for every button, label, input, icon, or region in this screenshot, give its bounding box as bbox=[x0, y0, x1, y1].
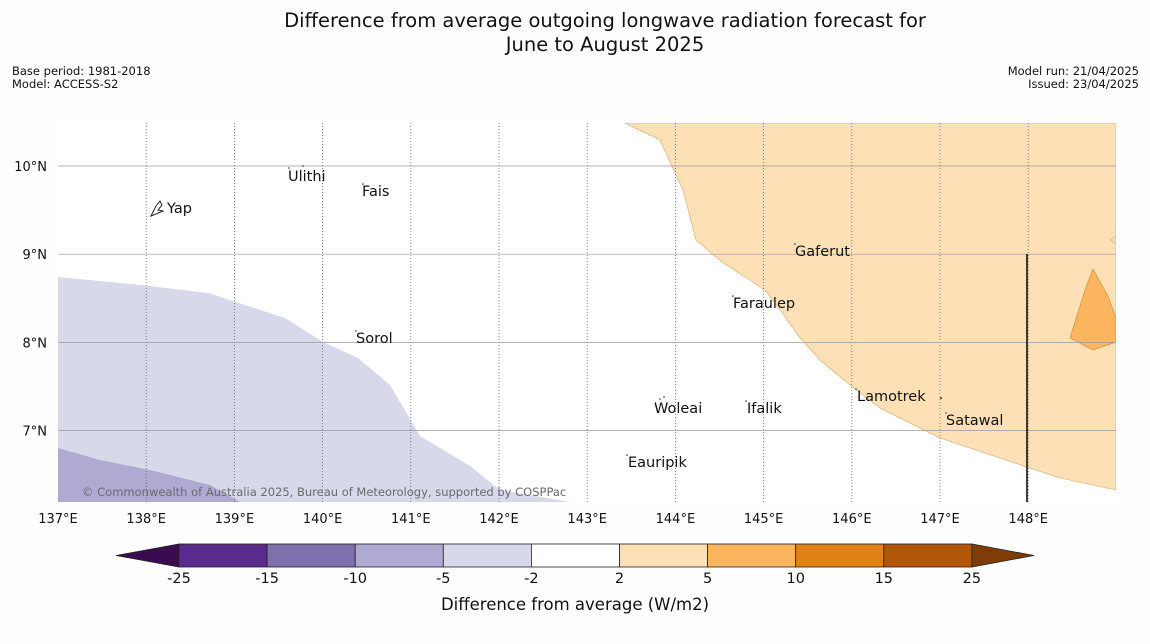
colorbar-segment bbox=[442, 543, 532, 568]
longitude-tick-label: 141°E bbox=[391, 512, 431, 527]
anomaly-region-neg10-neg5 bbox=[58, 448, 240, 502]
colorbar-tick-label: -15 bbox=[255, 571, 279, 587]
longitude-tick-label: 142°E bbox=[479, 512, 519, 527]
latitude-tick-label: 8°N bbox=[23, 336, 48, 351]
map-title: Difference from average outgoing longwav… bbox=[0, 9, 1150, 57]
anomaly-region-neg5-neg2 bbox=[58, 277, 570, 502]
place-label-satawal: Satawal bbox=[946, 413, 1003, 429]
colorbar-tick-label: 2 bbox=[615, 571, 624, 587]
colorbar-tick-label: 15 bbox=[875, 571, 893, 587]
colorbar-tick-label: 25 bbox=[963, 571, 981, 587]
model-run: Model run: 21/04/2025 bbox=[1007, 64, 1139, 78]
latitude-tick-label: 7°N bbox=[23, 425, 48, 440]
latitude-tick-label: 10°N bbox=[14, 160, 47, 175]
meta-right: Model run: 21/04/2025 Issued: 23/04/2025 bbox=[1008, 65, 1139, 91]
anomaly-region-5-10 bbox=[1069, 268, 1116, 351]
map-area: Yap Ulithi Fais Sorol Gaferut Faraulep W… bbox=[58, 123, 1116, 502]
place-label-ifalik: Ifalik bbox=[747, 401, 782, 417]
colorbar-segment bbox=[707, 543, 797, 568]
place-label-lamotrek: Lamotrek bbox=[857, 389, 926, 405]
longitude-tick-label: 147°E bbox=[920, 512, 960, 527]
longitude-tick-label: 148°E bbox=[1008, 512, 1048, 527]
place-label-gaferut: Gaferut bbox=[795, 244, 850, 260]
colorbar-tick-label: 5 bbox=[703, 571, 712, 587]
colorbar-segment bbox=[619, 543, 708, 568]
title-line-1: Difference from average outgoing longwav… bbox=[284, 9, 926, 32]
longitude-tick-label: 144°E bbox=[656, 512, 696, 527]
place-label-faraulep: Faraulep bbox=[733, 296, 795, 312]
colorbar-min-extension bbox=[115, 543, 180, 568]
place-label-woleai: Woleai bbox=[654, 401, 702, 417]
longitude-tick-label: 137°E bbox=[38, 512, 78, 527]
longitude-tick-label: 145°E bbox=[744, 512, 784, 527]
latitude-tick-label: 9°N bbox=[23, 248, 48, 263]
place-label-yap: Yap bbox=[166, 201, 192, 217]
colorbar-tick-label: -5 bbox=[436, 571, 450, 587]
longitude-tick-label: 143°E bbox=[567, 512, 607, 527]
anomaly-region-2-5-edge bbox=[1110, 235, 1116, 245]
place-label-ulithi: Ulithi bbox=[288, 169, 326, 185]
colorbar: -25 -15 -10 -5 -2 2 5 10 15 25 Difference from av… bbox=[115, 543, 1035, 614]
colorbar-max-extension bbox=[971, 543, 1035, 568]
longitude-tick-label: 146°E bbox=[832, 512, 872, 527]
colorbar-segment bbox=[266, 543, 356, 568]
issued-date: Issued: 23/04/2025 bbox=[1028, 77, 1139, 91]
colorbar-segment bbox=[531, 543, 620, 568]
place-label-sorol: Sorol bbox=[356, 331, 393, 347]
copyright-credit: © Commonwealth of Australia 2025, Bureau… bbox=[82, 485, 566, 499]
yap-island-shape bbox=[149, 200, 165, 217]
colorbar-segment bbox=[354, 543, 444, 568]
meta-left: Base period: 1981-2018 Model: ACCESS-S2 bbox=[12, 65, 151, 91]
place-label-eauripik: Eauripik bbox=[628, 455, 687, 471]
island-dots bbox=[288, 165, 947, 456]
place-label-fais: Fais bbox=[362, 184, 389, 200]
colorbar-tick-label: -2 bbox=[524, 571, 538, 587]
colorbar-tick-label: -25 bbox=[167, 571, 191, 587]
longitude-tick-label: 139°E bbox=[215, 512, 255, 527]
latitude-axis: 10°N 9°N 8°N 7°N bbox=[14, 160, 47, 440]
title-line-2: June to August 2025 bbox=[505, 33, 705, 56]
colorbar-tick-label: -10 bbox=[343, 571, 367, 587]
longitude-axis: 137°E 138°E 139°E 140°E 141°E 142°E 143°E 144°E… bbox=[38, 512, 1048, 527]
longitude-tick-label: 138°E bbox=[126, 512, 166, 527]
longitude-tick-label: 140°E bbox=[303, 512, 343, 527]
colorbar-label: Difference from average (W/m2) bbox=[441, 595, 709, 614]
anomaly-region-2-5 bbox=[624, 123, 1116, 491]
colorbar-segment bbox=[795, 543, 885, 568]
colorbar-segment bbox=[178, 543, 268, 568]
model-name: Model: ACCESS-S2 bbox=[12, 77, 119, 91]
base-period: Base period: 1981-2018 bbox=[12, 64, 151, 78]
colorbar-tick-label: 10 bbox=[786, 571, 804, 587]
colorbar-segment bbox=[883, 543, 973, 568]
